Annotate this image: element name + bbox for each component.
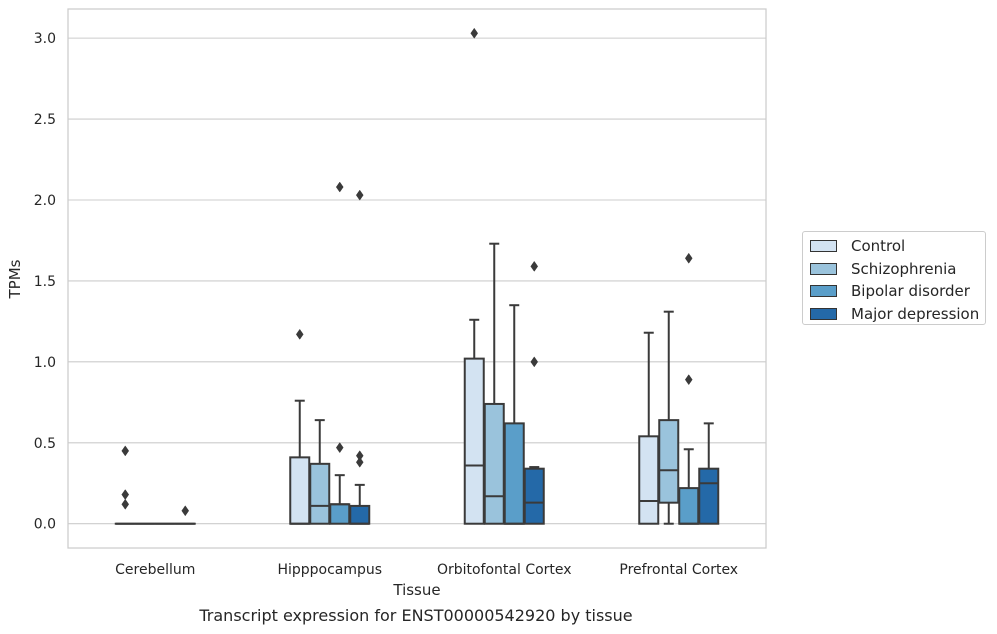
box-group	[638, 331, 660, 525]
box-group	[289, 328, 311, 525]
box-group	[309, 419, 331, 525]
outlier-point	[355, 189, 364, 201]
box	[329, 503, 351, 525]
legend-label-schizophrenia: Schizophrenia	[851, 259, 957, 278]
legend-swatch-schizophrenia	[810, 262, 837, 275]
outlier-point	[335, 442, 344, 454]
outlier-point	[684, 374, 693, 386]
chart-caption: Transcript expression for ENST0000054292…	[199, 606, 633, 625]
box-group	[329, 181, 351, 525]
legend-label-major-depression: Major depression	[851, 304, 980, 323]
box-group	[483, 242, 505, 525]
outlier-point	[121, 489, 130, 501]
x-axis-label: Tissue	[392, 581, 440, 599]
box-group	[114, 445, 136, 525]
x-tick-label: Cerebellum	[115, 562, 195, 578]
outlier-point	[530, 260, 539, 272]
legend-item-schizophrenia: Schizophrenia	[810, 258, 985, 281]
box	[349, 504, 371, 525]
x-tick-label: Hipppocampus	[277, 562, 382, 578]
box	[678, 487, 700, 525]
x-tick-labels: Cerebellum Hipppocampus Orbitofontal Corte…	[115, 562, 738, 578]
legend-item-bipolar: Bipolar disorder	[810, 280, 985, 303]
box	[658, 419, 680, 504]
box-group	[463, 27, 485, 525]
x-tick-label: Orbitofontal Cortex	[437, 562, 572, 578]
box-group	[678, 252, 700, 525]
y-tick-label: 2.0	[34, 193, 56, 209]
box-group	[698, 422, 720, 525]
outlier-point	[355, 456, 364, 468]
box	[483, 402, 505, 525]
y-tick-label: 3.0	[34, 31, 56, 47]
legend-swatch-bipolar	[810, 285, 837, 298]
box	[289, 456, 311, 525]
y-tick-label: 2.5	[34, 112, 56, 128]
outlier-point	[181, 505, 190, 517]
y-tick-label: 0.5	[34, 436, 56, 452]
box-group	[658, 310, 680, 525]
outlier-point	[295, 328, 304, 340]
outlier-point	[530, 356, 539, 368]
box	[638, 435, 660, 525]
box-series	[114, 27, 720, 525]
y-axis-label: TPMs	[6, 259, 24, 299]
outlier-point	[470, 27, 479, 39]
legend: Control Schizophrenia Bipolar disorder M…	[802, 231, 986, 325]
y-tick-labels: 0.0 0.5 1.0 1.5 2.0 2.5 3.0	[34, 31, 56, 533]
legend-label-control: Control	[851, 237, 906, 256]
box-group	[174, 505, 196, 525]
outlier-point	[335, 181, 344, 193]
box	[463, 357, 485, 525]
box-group	[349, 189, 371, 525]
legend-item-major-depression: Major depression	[810, 303, 985, 326]
y-tick-label: 1.5	[34, 274, 56, 290]
box	[309, 462, 331, 525]
box	[698, 467, 720, 525]
plot-frame	[67, 8, 767, 549]
box-group	[503, 304, 525, 525]
y-tick-label: 1.0	[34, 355, 56, 371]
box	[503, 422, 525, 525]
legend-item-control: Control	[810, 235, 985, 258]
legend-swatch-major-depression	[810, 307, 837, 320]
box-group	[523, 260, 545, 525]
y-tick-label: 0.0	[34, 517, 56, 533]
legend-swatch-control	[810, 240, 837, 253]
outlier-point	[121, 498, 130, 510]
legend-label-bipolar: Bipolar disorder	[851, 282, 970, 301]
box	[523, 467, 545, 525]
x-tick-label: Prefrontal Cortex	[619, 562, 738, 578]
grid-lines	[68, 37, 766, 525]
outlier-point	[684, 252, 693, 264]
outlier-point	[121, 445, 130, 457]
